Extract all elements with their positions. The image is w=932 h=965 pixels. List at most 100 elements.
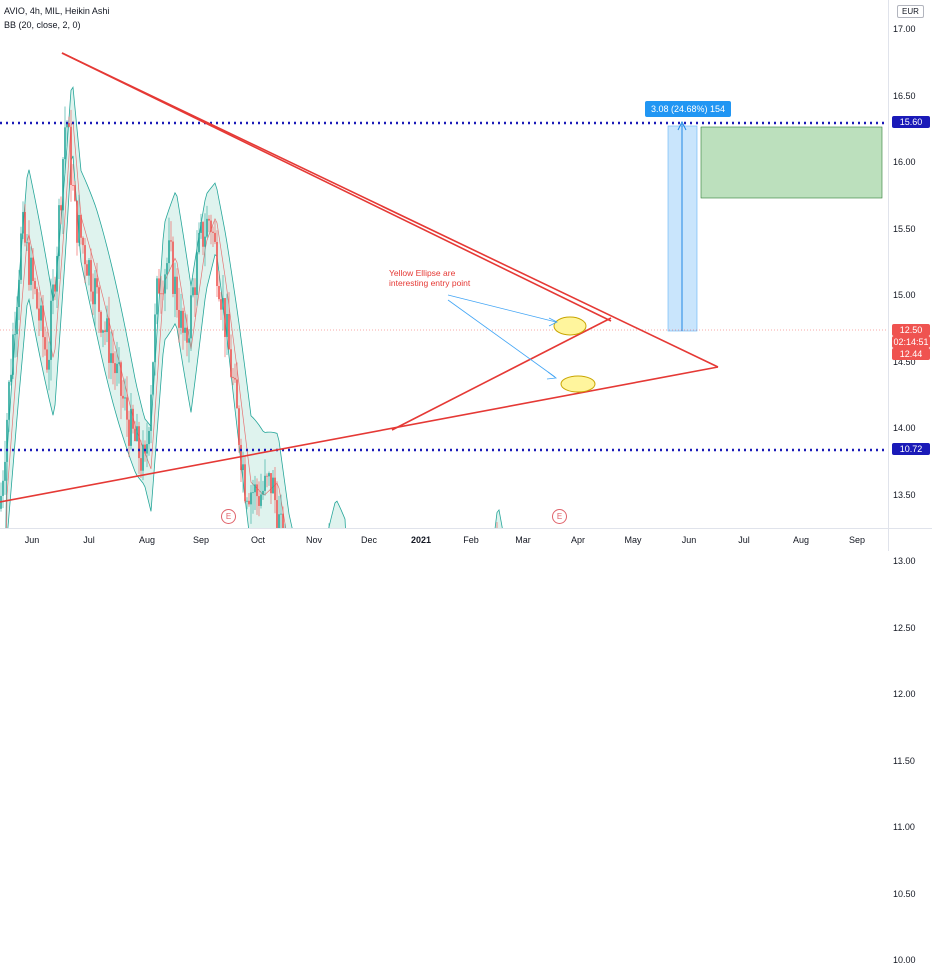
price-tick-label: 12.00 [893, 689, 916, 699]
earnings-event-icon[interactable]: E [221, 509, 236, 524]
candle-body [240, 444, 242, 471]
currency-badge[interactable]: EUR [897, 5, 924, 18]
time-axis[interactable]: Jun Jul Aug Sep Oct Nov Dec 2021 Feb Mar Apr May Jun… [0, 528, 888, 551]
candle-body [224, 298, 226, 337]
target-zone[interactable] [700, 126, 883, 199]
candle-body [154, 314, 156, 363]
candle-body [100, 311, 102, 333]
entry-ellipse[interactable] [553, 316, 587, 336]
earnings-event-icon[interactable]: E [552, 509, 567, 524]
candle-body [148, 430, 150, 445]
candle-body [238, 408, 240, 445]
price-tick-label: 11.00 [893, 822, 915, 832]
time-tick-label: Apr [570, 535, 586, 545]
candle-body [92, 291, 94, 305]
bollinger-band-fill [1, 87, 567, 883]
candle-body [282, 513, 284, 560]
axis-corner [888, 528, 932, 551]
candle-body [158, 278, 160, 294]
candle-body [64, 127, 66, 160]
candle-body [66, 123, 68, 128]
candle-body [78, 214, 80, 243]
candle-body [236, 379, 238, 409]
candle-body [176, 276, 178, 310]
candle-body [268, 473, 270, 477]
candle-body [58, 205, 60, 257]
candle-body [82, 237, 84, 246]
candle-body [42, 305, 44, 338]
candle-body [70, 126, 72, 185]
candle-body [24, 212, 26, 243]
candle-body [48, 359, 50, 370]
price-tick-label: 17.00 [893, 24, 916, 34]
text-annotation[interactable]: Yellow Ellipse are interesting entry poi… [389, 268, 470, 288]
candle-body [50, 300, 52, 360]
candle-body [274, 477, 276, 501]
candle-body [164, 274, 166, 294]
candle-body [252, 492, 254, 494]
price-chart[interactable] [0, 0, 888, 884]
candle-body [68, 123, 70, 127]
price-tick-label: 14.00 [893, 423, 916, 433]
candle-body [104, 330, 106, 333]
candle-body [230, 349, 232, 377]
measure-label[interactable]: 3.08 (24.68%) 154 [645, 101, 732, 117]
candle-body [260, 494, 262, 506]
candle-body [192, 287, 194, 296]
arrow-head-icon [548, 317, 558, 327]
candle-body [258, 496, 260, 506]
time-tick-label: Sep [192, 535, 210, 545]
inner-trendline[interactable] [391, 317, 612, 431]
price-tick-label: 16.50 [893, 90, 916, 101]
candle-body [6, 419, 8, 462]
candle-body [208, 218, 210, 221]
candle-body [4, 461, 6, 481]
candle-body [234, 377, 236, 380]
time-tick-label: Aug [138, 535, 156, 545]
candle-body [180, 310, 182, 328]
candle-body [214, 232, 216, 242]
arrow-head-icon [546, 371, 558, 380]
candle-body [226, 313, 228, 337]
price-tick-label: 12.50 [893, 622, 916, 633]
candle-body [276, 500, 278, 535]
ascending-trendline[interactable] [0, 366, 719, 503]
annotation-arrow [447, 294, 557, 323]
candle-body [254, 484, 256, 493]
candle-body [232, 376, 234, 378]
candle-body [134, 428, 136, 442]
candle-body [250, 492, 252, 505]
candle-body [102, 330, 104, 333]
time-tick-label: Aug [792, 535, 810, 545]
candle-body [44, 337, 46, 350]
annotation-arrow [447, 299, 556, 378]
time-tick-label: Jun [681, 535, 697, 545]
candle-body [46, 349, 48, 370]
candle-body [206, 218, 208, 237]
candle-body [84, 245, 86, 265]
candle-body [272, 477, 274, 494]
candle-body [174, 276, 176, 294]
candle-body [10, 374, 12, 382]
candle-body [114, 363, 116, 374]
symbol-title[interactable]: AVIO, 4h, MIL, Heikin Ashi [4, 6, 110, 16]
price-tick-label: 11.50 [893, 755, 915, 766]
outer-trendline[interactable] [61, 52, 719, 368]
entry-ellipse[interactable] [560, 375, 596, 393]
candle-body [26, 242, 28, 244]
candle-body [220, 299, 222, 310]
indicator-title[interactable]: BB (20, close, 2, 0) [4, 20, 81, 30]
candle-body [182, 310, 184, 333]
candle-body [2, 480, 4, 496]
candle-body [196, 252, 198, 295]
candle-body [12, 334, 14, 375]
candle-body [126, 397, 128, 420]
candle-body [150, 394, 152, 431]
price-tick-label: 13.50 [893, 489, 916, 500]
time-tick-label: Dec [360, 535, 378, 545]
chart-area[interactable]: AVIO, 4h, MIL, Heikin Ashi BB (20, close… [0, 0, 888, 884]
time-tick-label: Oct [250, 535, 266, 545]
candle-body [56, 256, 58, 292]
candle-body [96, 278, 98, 288]
candle-body [278, 514, 280, 535]
